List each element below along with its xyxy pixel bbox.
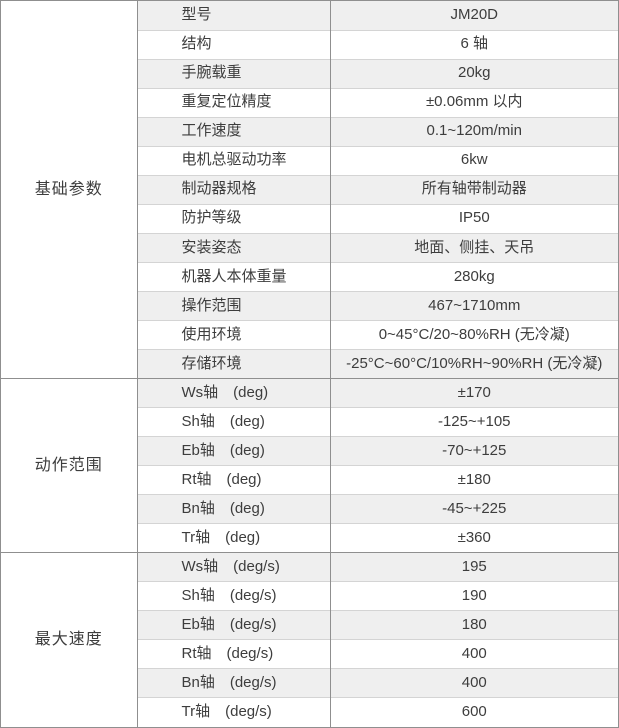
table-row: Tr轴 (deg) ±360	[1, 523, 618, 553]
param-name: Tr轴 (deg)	[136, 523, 330, 553]
param-value: 600	[329, 697, 618, 727]
param-value: 400	[329, 639, 618, 669]
param-name: Sh轴 (deg/s)	[136, 581, 330, 611]
param-value: 6 轴	[329, 29, 618, 60]
param-value: 地面、侧挂、天吊	[329, 232, 618, 263]
param-value: 180	[329, 610, 618, 640]
table-row: 存储环境 -25°C~60°C/10%RH~90%RH (无冷凝)	[1, 348, 618, 379]
table-row: 电机总驱动功率 6kw	[1, 145, 618, 176]
param-value: -125~+105	[329, 406, 618, 437]
table-row: 机器人本体重量 280kg	[1, 261, 618, 292]
table-row: Rt轴 (deg) ±180	[1, 464, 618, 495]
table-row: 工作速度 0.1~120m/min	[1, 116, 618, 147]
table-row: 安装姿态 地面、侧挂、天吊	[1, 232, 618, 263]
param-name: Sh轴 (deg)	[136, 406, 330, 437]
param-name: 机器人本体重量	[136, 261, 330, 292]
param-value: 0.1~120m/min	[329, 116, 618, 147]
param-name: 结构	[136, 29, 330, 60]
table-row: Sh轴 (deg/s) 190	[1, 581, 618, 611]
param-name: Ws轴 (deg/s)	[136, 552, 330, 582]
param-value: -25°C~60°C/10%RH~90%RH (无冷凝)	[329, 348, 618, 379]
param-value: ±0.06mm 以内	[329, 87, 618, 118]
param-value: 6kw	[329, 145, 618, 176]
param-name: 防护等级	[136, 203, 330, 234]
table-row: Bn轴 (deg/s) 400	[1, 668, 618, 698]
table-row: Tr轴 (deg/s) 600	[1, 697, 618, 727]
param-value: 20kg	[329, 58, 618, 89]
table-row: Eb轴 (deg/s) 180	[1, 610, 618, 640]
param-name: 工作速度	[136, 116, 330, 147]
table-row: 使用环境 0~45°C/20~80%RH (无冷凝)	[1, 319, 618, 350]
param-name: Rt轴 (deg)	[136, 464, 330, 495]
param-value: ±360	[329, 523, 618, 553]
param-name: Eb轴 (deg)	[136, 435, 330, 466]
table-row: Bn轴 (deg) -45~+225	[1, 494, 618, 524]
param-name: 重复定位精度	[136, 87, 330, 118]
param-value: 190	[329, 581, 618, 611]
param-name: 型号	[136, 1, 330, 31]
param-name: Eb轴 (deg/s)	[136, 610, 330, 640]
param-name: 操作范围	[136, 290, 330, 321]
param-name: Bn轴 (deg)	[136, 494, 330, 524]
param-value: ±170	[329, 377, 618, 408]
table-row: 基础参数 型号 JM20D	[1, 1, 618, 379]
param-value: 280kg	[329, 261, 618, 292]
param-value: ±180	[329, 464, 618, 495]
table-row: 结构 6 轴	[1, 29, 618, 60]
param-name: 存储环境	[136, 348, 330, 379]
param-value: 195	[329, 552, 618, 582]
param-name: Tr轴 (deg/s)	[136, 697, 330, 727]
param-name: 使用环境	[136, 319, 330, 350]
param-value: 467~1710mm	[329, 290, 618, 321]
table-row: 操作范围 467~1710mm	[1, 290, 618, 321]
param-value: IP50	[329, 203, 618, 234]
param-value: 400	[329, 668, 618, 698]
param-name: 手腕载重	[136, 58, 330, 89]
table-row: 防护等级 IP50	[1, 203, 618, 234]
param-value: -45~+225	[329, 494, 618, 524]
table-row: 手腕载重 20kg	[1, 58, 618, 89]
table-row: Sh轴 (deg) -125~+105	[1, 406, 618, 437]
section-label-max-speed: 最大速度	[1, 552, 137, 727]
section-label-motion-range: 动作范围	[1, 377, 137, 553]
param-name: 安装姿态	[136, 232, 330, 263]
param-name: 电机总驱动功率	[136, 145, 330, 176]
param-name: 制动器规格	[136, 174, 330, 205]
param-value: 所有轴带制动器	[329, 174, 618, 205]
param-name: Bn轴 (deg/s)	[136, 668, 330, 698]
param-name: Ws轴 (deg)	[136, 377, 330, 408]
section-label-basic-params: 基础参数	[1, 1, 137, 379]
table-row: 最大速度 Ws轴 (deg/s) 195	[1, 552, 618, 727]
param-value: -70~+125	[329, 435, 618, 466]
param-value: 0~45°C/20~80%RH (无冷凝)	[329, 319, 618, 350]
table-row: 重复定位精度 ±0.06mm 以内	[1, 87, 618, 118]
table-row: 动作范围 Ws轴 (deg) ±170	[1, 377, 618, 553]
table-row: 制动器规格 所有轴带制动器	[1, 174, 618, 205]
param-name: Rt轴 (deg/s)	[136, 639, 330, 669]
param-value: JM20D	[329, 1, 618, 31]
table-row: Eb轴 (deg) -70~+125	[1, 435, 618, 466]
table-row: Rt轴 (deg/s) 400	[1, 639, 618, 669]
